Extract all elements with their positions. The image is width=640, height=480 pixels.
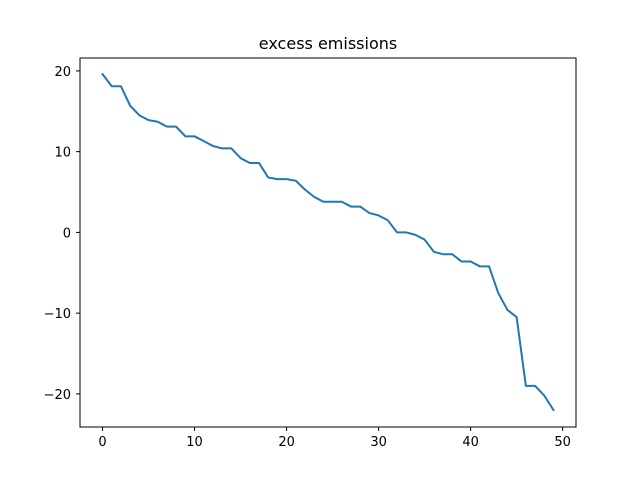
series-layer — [101, 72, 555, 412]
x-axis-ticks: 0 10 20 30 40 50 — [98, 427, 571, 450]
y-tick-label: −20 — [44, 388, 71, 403]
plot-frame — [79, 57, 577, 428]
x-tick-label: 10 — [186, 435, 203, 450]
y-tick-label: 0 — [63, 226, 71, 241]
x-tick-label: 50 — [554, 435, 571, 450]
series-line-0 — [101, 72, 555, 412]
x-tick-label: 30 — [370, 435, 387, 450]
chart-title: excess emissions — [259, 34, 397, 53]
x-tick-label: 20 — [278, 435, 295, 450]
y-tick-label: 10 — [54, 146, 71, 161]
y-tick-label: −10 — [44, 307, 71, 322]
x-tick-label: 40 — [462, 435, 479, 450]
x-tick-label: 0 — [98, 435, 106, 450]
y-axis-ticks: −20 −10 0 10 20 — [44, 65, 80, 403]
y-tick-label: 20 — [54, 65, 71, 80]
